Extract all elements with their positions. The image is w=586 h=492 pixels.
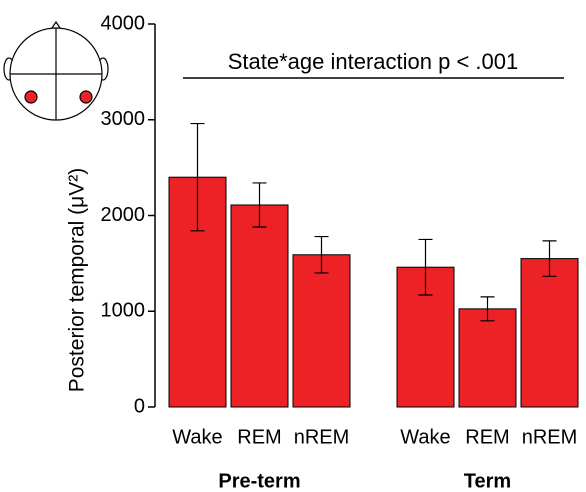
y-tick-label: 4000 <box>101 12 146 34</box>
x-tick-label: REM <box>237 426 281 448</box>
error-bar <box>314 235 329 274</box>
y-tick-label: 2000 <box>101 204 146 226</box>
error-bar <box>542 240 557 277</box>
group-label: Term <box>464 470 511 492</box>
x-tick-label: Wake <box>172 426 222 448</box>
error-bar <box>480 296 495 322</box>
bar <box>458 308 517 408</box>
bar <box>292 254 351 408</box>
y-tick-label: 1000 <box>101 300 146 322</box>
group-label: Pre-term <box>218 470 300 492</box>
y-tick-label: 3000 <box>101 108 146 130</box>
y-axis-label: Posterior temporal (μV²) <box>66 168 89 393</box>
x-tick-label: Wake <box>400 426 450 448</box>
x-tick-label: nREM <box>294 426 350 448</box>
annotation: State*age interaction p < .001 <box>228 49 519 74</box>
bar <box>230 204 289 408</box>
error-bar <box>418 238 433 296</box>
y-tick-label: 0 <box>134 395 145 417</box>
electrode-head-icon <box>3 20 109 121</box>
x-tick-label: REM <box>465 426 509 448</box>
error-bar <box>252 182 267 228</box>
bar <box>520 258 579 408</box>
error-bar <box>190 122 205 232</box>
x-tick-label: nREM <box>522 426 578 448</box>
